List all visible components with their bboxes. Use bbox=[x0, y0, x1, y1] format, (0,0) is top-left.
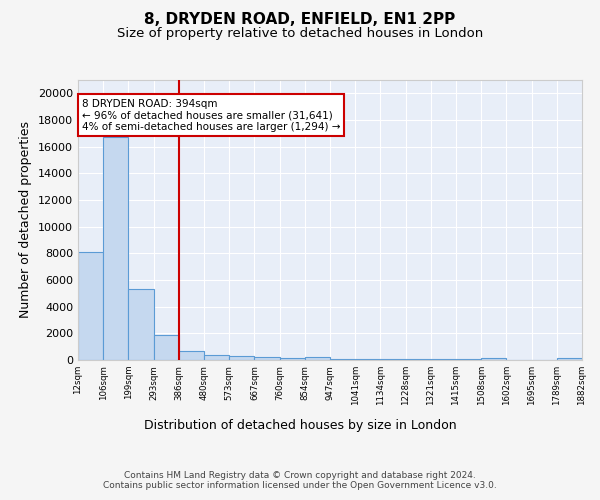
Text: 8 DRYDEN ROAD: 394sqm
← 96% of detached houses are smaller (31,641)
4% of semi-d: 8 DRYDEN ROAD: 394sqm ← 96% of detached … bbox=[82, 98, 340, 132]
Text: 8, DRYDEN ROAD, ENFIELD, EN1 2PP: 8, DRYDEN ROAD, ENFIELD, EN1 2PP bbox=[145, 12, 455, 28]
Bar bbox=[154, 334, 179, 360]
Bar bbox=[179, 350, 204, 360]
Text: Contains HM Land Registry data © Crown copyright and database right 2024.
Contai: Contains HM Land Registry data © Crown c… bbox=[103, 470, 497, 490]
Bar bbox=[103, 138, 128, 360]
Text: Distribution of detached houses by size in London: Distribution of detached houses by size … bbox=[143, 420, 457, 432]
Bar bbox=[128, 290, 154, 360]
Bar bbox=[78, 252, 103, 360]
Bar bbox=[305, 358, 330, 360]
Bar bbox=[481, 358, 506, 360]
Bar bbox=[330, 358, 355, 360]
Bar bbox=[557, 358, 582, 360]
Bar bbox=[355, 359, 380, 360]
Text: Size of property relative to detached houses in London: Size of property relative to detached ho… bbox=[117, 28, 483, 40]
Bar bbox=[431, 359, 456, 360]
Bar bbox=[204, 356, 229, 360]
Bar bbox=[229, 356, 254, 360]
Y-axis label: Number of detached properties: Number of detached properties bbox=[19, 122, 32, 318]
Bar bbox=[254, 356, 280, 360]
Bar bbox=[280, 358, 305, 360]
Bar bbox=[380, 359, 406, 360]
